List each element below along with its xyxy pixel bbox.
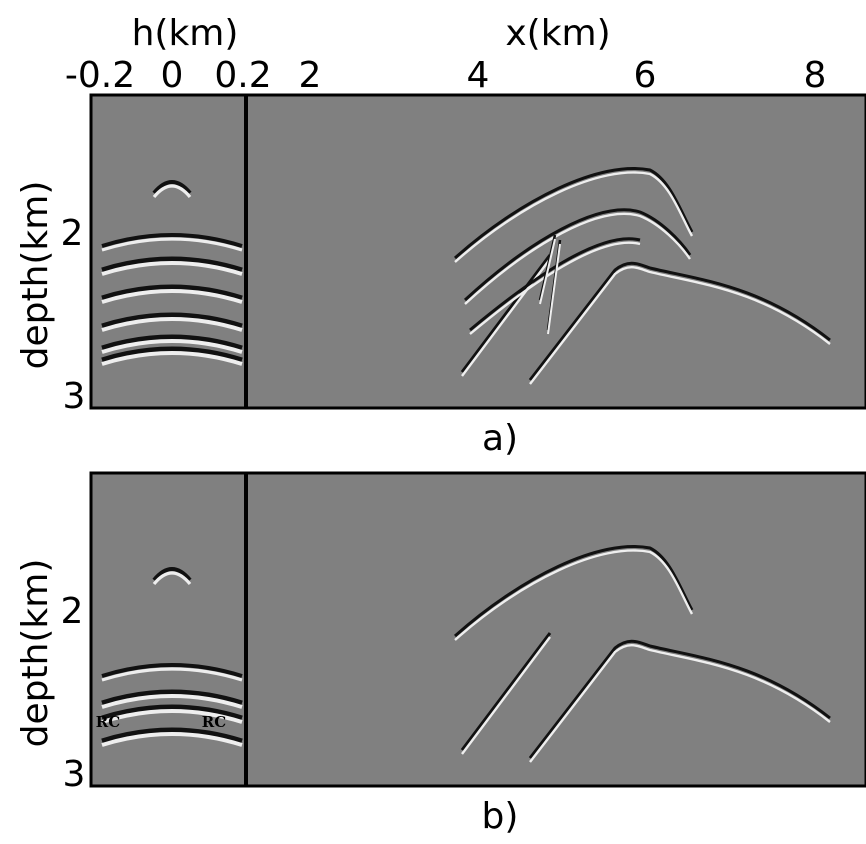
reflector-dark (152, 567, 192, 582)
reflector-light (469, 241, 641, 335)
h-tick-label: -0.2 (65, 55, 135, 96)
y-tick-label: 3 (63, 754, 86, 795)
reflector-light (101, 261, 243, 276)
reflector-light (101, 237, 243, 252)
reflector-light (101, 317, 243, 332)
reflector-dark (460, 632, 831, 759)
y-tick-label: 2 (61, 213, 84, 254)
reflector-dark (101, 312, 243, 329)
reflector-dark (101, 704, 243, 721)
h-axis-label: h(km) (132, 13, 239, 54)
reflector-light (152, 571, 192, 586)
reflector-light (461, 636, 831, 763)
x-axis-label: x(km) (505, 13, 610, 54)
y-tick-label: 3 (63, 376, 86, 417)
reflector-dark (101, 689, 243, 706)
image-background (246, 95, 866, 408)
x-tick-label: 4 (467, 55, 490, 96)
reflector-light (101, 351, 243, 366)
reflector-dark (454, 167, 694, 260)
reflector-dark (460, 254, 831, 381)
x-tick-label: 8 (804, 55, 827, 96)
reflector-light (539, 238, 561, 335)
h-tick-label: 0.2 (214, 55, 271, 96)
reflector-light (101, 732, 243, 747)
panel-caption: a) (482, 418, 518, 459)
reflector-dark (101, 233, 243, 248)
annotation: RC (96, 713, 120, 731)
reflector-light (101, 694, 243, 709)
reflector-dark (152, 180, 192, 195)
x-tick-label: 2 (299, 55, 322, 96)
reflector-light (464, 212, 691, 305)
reflector-light (454, 549, 694, 641)
reflector-dark (101, 334, 243, 351)
y-axis-label: depth(km) (15, 559, 56, 748)
panel-frame (89, 471, 866, 788)
annotation: RC (202, 713, 226, 731)
reflector-dark (463, 208, 692, 302)
panel: depth(km) 2 3 b) RC RC (15, 471, 866, 837)
panel-frame (89, 93, 866, 410)
reflector-light (101, 339, 243, 354)
reflector-light (454, 171, 694, 263)
panel: depth(km) 2 3 a) (15, 93, 866, 459)
reflector-dark (101, 727, 243, 744)
reflector-light (101, 709, 243, 724)
x-tick-label: 6 (634, 55, 657, 96)
h-tick-label: 0 (161, 55, 184, 96)
reflector-light (101, 289, 243, 304)
y-tick-label: 2 (61, 591, 84, 632)
image-background (246, 473, 866, 786)
y-axis-label: depth(km) (15, 181, 56, 370)
reflector-dark (469, 237, 641, 332)
reflector-dark (101, 256, 243, 273)
reflector-light (152, 184, 192, 199)
reflector-dark (101, 663, 243, 678)
reflector-light (101, 667, 243, 682)
reflector-dark (101, 346, 243, 363)
reflector-dark (454, 545, 694, 638)
panel-caption: b) (482, 796, 519, 837)
reflector-dark (101, 284, 243, 301)
